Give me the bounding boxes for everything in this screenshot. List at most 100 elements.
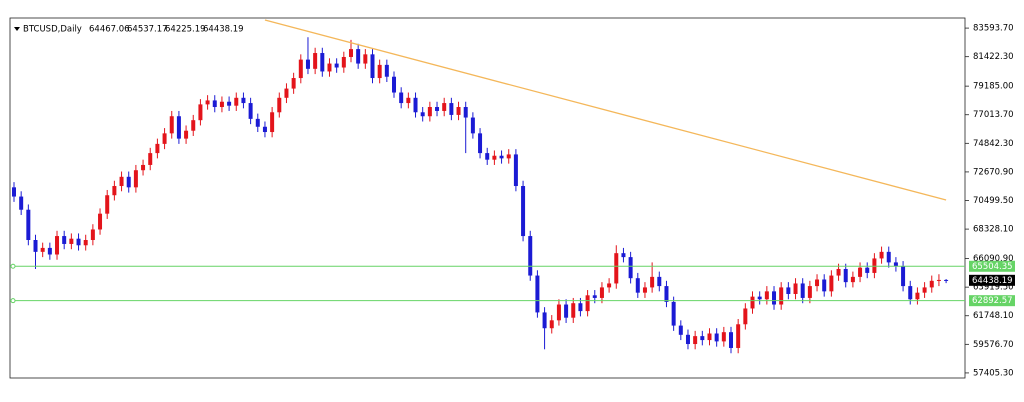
candle-body [12,187,16,197]
candle-body [736,324,741,348]
candle-body [413,97,418,113]
candle-body [499,155,504,159]
candle-body [542,312,547,329]
header-low: 64225.19 [165,25,206,35]
candle-body [858,267,863,277]
candle-body [757,296,762,300]
candle-body [750,296,755,309]
candle-body [836,268,841,276]
candle-body [305,59,310,69]
candle-body [98,213,103,230]
plot-frame [9,17,966,379]
y-tick-label: 70499.50 [973,196,1014,206]
candle-body [456,107,461,115]
candle-body [707,333,712,341]
candle-body [19,196,24,210]
candle-body [893,262,898,267]
candle-body [929,280,934,288]
candle-body [363,54,368,64]
candle-body [284,88,289,98]
candle-body [148,153,153,165]
candle-body [936,279,941,281]
candle-body [886,251,891,263]
candle-body [298,59,303,79]
level-handle [10,263,16,269]
candle-body [800,283,805,298]
candle-body [549,320,554,329]
candle-body [62,236,67,244]
candle-body [915,292,920,300]
candle-body [348,49,353,57]
candle-body [607,283,612,288]
y-tick-label: 63919.50 [973,283,1014,293]
candle-body [399,92,404,104]
candle-body [521,186,526,237]
candle-body [420,112,425,117]
candle-body [564,304,569,318]
candle-body [392,76,397,93]
candle-body [205,100,210,105]
candle-body [449,103,454,115]
candle-body [155,143,160,154]
candle-body [126,176,131,188]
candle-body [779,287,784,305]
y-tick-label: 66090.90 [973,254,1014,264]
y-tick-label: 72670.90 [973,167,1014,177]
candle-body [227,101,232,106]
candle-body [184,130,189,139]
candle-body [320,53,325,72]
candle-body [772,291,777,305]
candle-body [470,117,475,134]
candle-body [141,164,146,171]
y-tick-label: 59576.70 [973,340,1014,350]
candle-body [535,275,540,313]
candle-body [621,253,626,258]
candle-body [198,104,203,121]
candle-body [664,286,669,302]
candle-body [599,287,604,298]
candle-body [356,49,361,64]
y-tick-label: 57405.30 [973,368,1014,378]
candle-body [485,153,490,160]
candle-body [47,247,52,255]
candle-body [657,276,662,287]
candle-body [700,336,705,341]
level-label: 62892.57 [972,296,1013,306]
candle-body [169,116,174,134]
candle-body [492,155,497,160]
candle-body [176,116,181,139]
level-label-bg [969,295,1015,307]
candle-body [219,101,224,108]
candle-body [191,120,196,131]
candle-body [478,133,483,154]
candle-body [212,100,217,108]
candle-body [829,275,834,292]
candle-body [843,268,848,283]
candle-body [901,266,906,287]
candle-body [334,63,339,68]
candle-body [262,126,267,133]
candle-body [313,53,318,69]
candle-body [26,209,31,241]
candle-body [685,334,690,345]
candle-body [234,97,239,106]
candle-body [793,283,798,294]
price-label-bg [969,274,1015,286]
candle-body [33,240,38,252]
candle-body [105,195,110,214]
y-tick-label: 83593.70 [973,24,1014,34]
level-label: 65504.35 [972,262,1013,272]
candle-body [69,238,74,244]
candle-body [40,247,45,252]
candle-body [671,301,676,326]
candle-body [506,154,511,159]
candle-body [628,257,633,279]
candle-body [112,186,117,196]
candle-body [944,279,949,281]
candle-body [872,258,877,273]
candle-body [406,97,411,104]
trend-line [264,19,947,201]
candle-body [90,229,95,241]
candle-body [241,97,246,104]
candle-body [76,238,81,246]
